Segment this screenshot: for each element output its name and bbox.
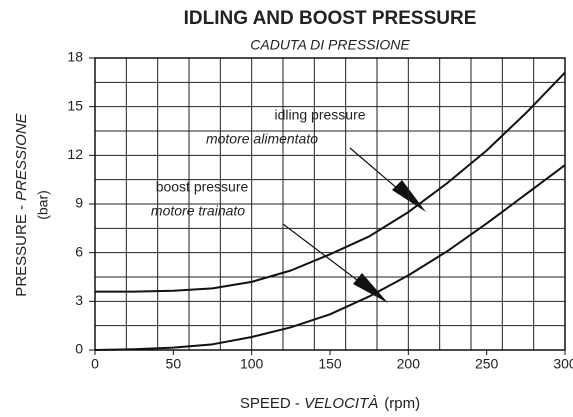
y-tick-label: 15 — [67, 97, 83, 113]
annotation: boost pressure — [156, 179, 249, 195]
x-axis-label: SPEED - VELOCITÀ (rpm) — [240, 395, 420, 412]
annotation: idling pressure — [274, 107, 365, 123]
chart-title: IDLING AND BOOST PRESSURE — [184, 8, 477, 29]
x-label-italic: VELOCITÀ — [304, 395, 378, 412]
arrow — [282, 223, 388, 303]
y-tick-label: 18 — [67, 49, 83, 65]
y-label-italic: PRESSIONE — [13, 112, 30, 201]
y-tick-label: 12 — [67, 146, 83, 162]
x-tick-label: 100 — [240, 356, 264, 372]
y-tick-label: 9 — [75, 195, 83, 211]
y-axis-label: PRESSURE - PRESSIONE — [13, 112, 30, 296]
y-tick-label: 3 — [75, 292, 83, 308]
x-tick-label: 250 — [475, 356, 499, 372]
data-line — [95, 71, 566, 293]
y-axis-unit: (bar) — [35, 190, 51, 220]
x-tick-label: 0 — [91, 356, 99, 372]
y-label-main: PRESSURE - — [13, 201, 30, 297]
data-line — [94, 164, 566, 351]
annotation: motore alimentato — [206, 131, 318, 147]
chart-subtitle: CADUTA DI PRESSIONE — [250, 37, 410, 53]
x-tick-label: 50 — [166, 356, 182, 372]
x-tick-label: 300 — [553, 356, 573, 372]
x-tick-label: 150 — [318, 356, 342, 372]
y-tick-label: 6 — [75, 243, 83, 259]
x-label-main: SPEED - — [240, 395, 304, 412]
y-tick-label: 0 — [75, 341, 83, 357]
x-label-unit: (rpm) — [384, 395, 420, 412]
annotation: motore trainato — [151, 203, 245, 219]
x-tick-label: 200 — [397, 356, 421, 372]
